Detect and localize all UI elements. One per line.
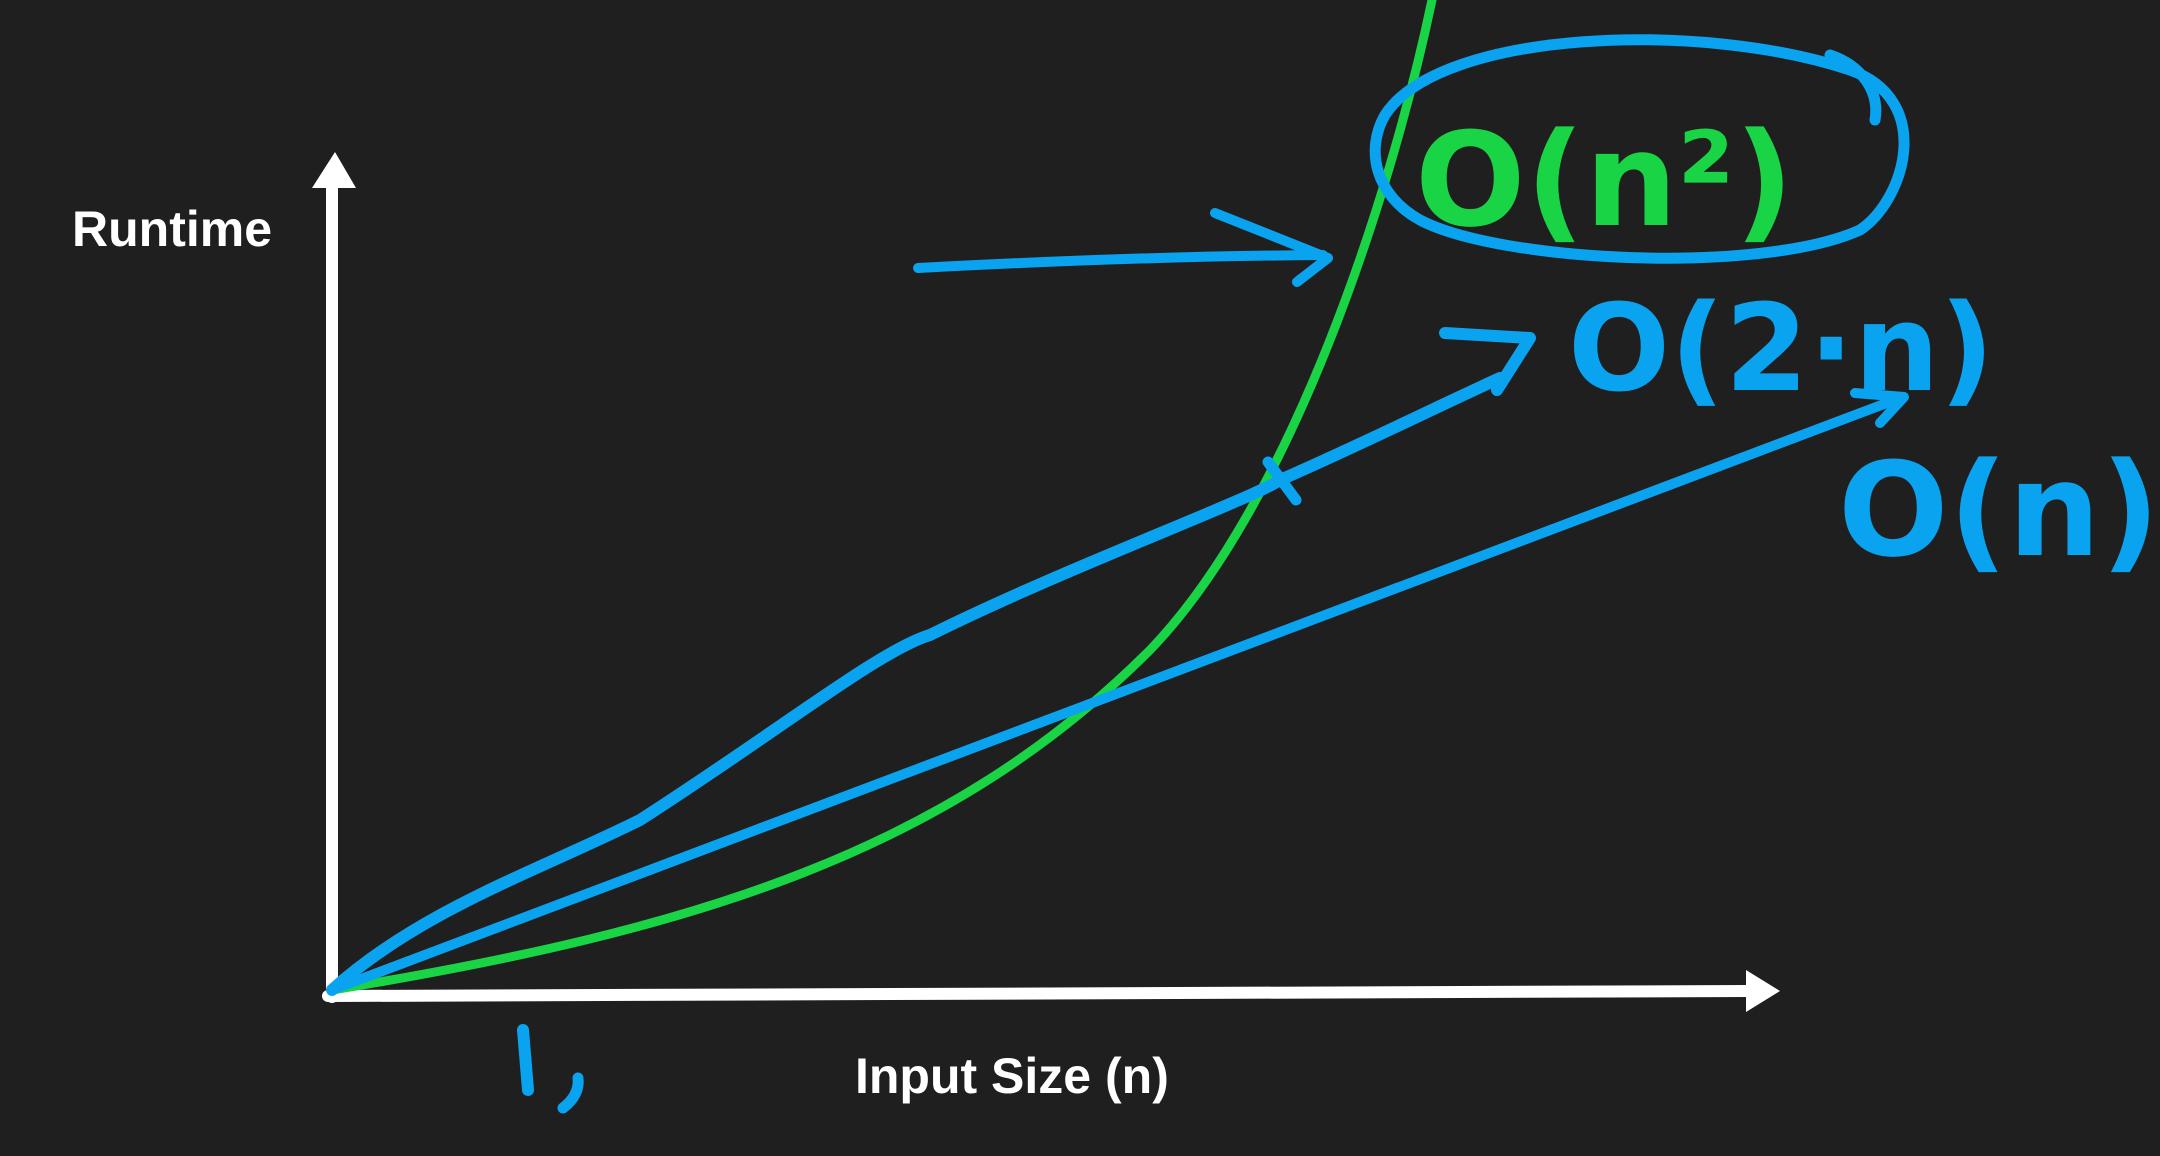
intersection-mark — [1262, 456, 1302, 506]
tick-one-stroke — [517, 1024, 534, 1096]
x-axis-arrowhead — [1746, 970, 1780, 1012]
pointer-arrow-shaft — [913, 250, 1328, 273]
x-tick-label-1: 1, — [0, 0, 584, 1114]
o-2n-arrowhead — [1439, 327, 1536, 396]
series-line-o-2n — [326, 372, 1506, 996]
y-axis-label: Runtime — [72, 201, 272, 257]
tick-label-text: 1, — [0, 0, 2, 1]
y-axis-arrowhead — [312, 152, 356, 188]
series-label-o-n-squared: O(n²) — [1415, 104, 1794, 256]
series-label-o-2n: O(2·n) — [1568, 280, 1994, 419]
pointer-arrow — [913, 208, 1333, 287]
axes — [312, 152, 1780, 1012]
series-line-o-n — [327, 393, 1905, 995]
highlight-ellipse — [1369, 34, 1910, 264]
o-n-arrowhead — [1850, 388, 1909, 428]
x-axis-line — [322, 985, 1756, 1002]
series-lines — [326, 0, 1909, 996]
series-label-o-n: O(n) — [1838, 434, 2160, 586]
tick-comma-stroke — [557, 1072, 584, 1114]
x-axis-label: Input Size (n) — [855, 1048, 1169, 1104]
pointer-arrow-head — [1210, 208, 1333, 287]
series-line-o-n-squared — [327, 0, 1437, 995]
